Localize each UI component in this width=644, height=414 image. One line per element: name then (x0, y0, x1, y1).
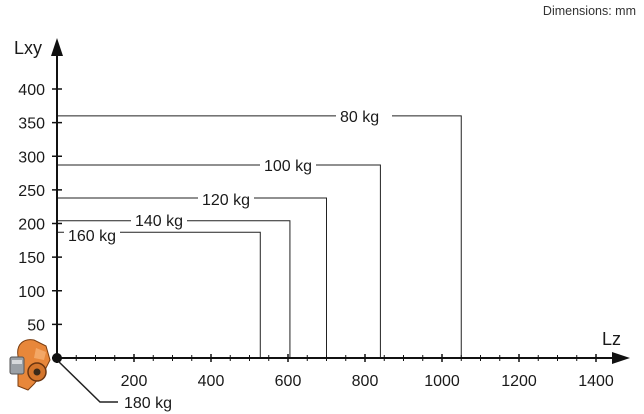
y-tick-label: 250 (18, 183, 45, 200)
x-axis-title: Lz (602, 329, 621, 349)
y-tick-label: 400 (18, 82, 45, 99)
x-tick-label: 1200 (501, 373, 537, 390)
dimensions-note: Dimensions: mm (542, 4, 636, 18)
y-tick-label: 150 (18, 250, 45, 267)
payload-line (57, 231, 261, 358)
payload-label-bg (64, 227, 120, 246)
x-tick-label: 600 (275, 373, 302, 390)
axes: Lz Lxy (14, 38, 630, 364)
payload-line (57, 164, 381, 358)
robot-icon (9, 339, 51, 391)
y-tick-label: 100 (18, 284, 45, 301)
payload-line (57, 197, 327, 358)
payload-label: 120 kg (202, 192, 250, 209)
payload-label: 160 kg (68, 228, 116, 245)
payload-label: 140 kg (135, 213, 183, 230)
y-tick-label: 200 (18, 217, 45, 234)
x-tick-label: 1000 (424, 373, 460, 390)
payload-label: 80 kg (340, 109, 379, 126)
x-tick-label: 400 (198, 373, 225, 390)
payload-callout-line (56, 359, 118, 403)
y-axis-arrow (51, 38, 63, 56)
y-axis-title: Lxy (14, 38, 42, 58)
y-tick-label: 50 (27, 317, 45, 334)
origin-point (52, 353, 62, 363)
y-tick-label: 350 (18, 116, 45, 133)
payload-label-bg (260, 157, 316, 176)
payload-label: 180 kg (124, 395, 172, 412)
payload-label-bg (336, 108, 392, 127)
x-tick-label: 1400 (578, 373, 614, 390)
x-tick-label: 800 (352, 373, 379, 390)
payload-label: 100 kg (264, 158, 312, 175)
x-axis-arrow (612, 352, 630, 364)
payload-label-bg (131, 212, 187, 231)
tick-marks: 200 400 600 800 1000 1200 1400 50 100 150 200 250 30… (18, 82, 614, 390)
y-tick-label: 300 (18, 149, 45, 166)
payload-line (57, 115, 462, 358)
payload-labels: 80 kg 100 kg 120 kg 140 kg 160 kg 180 kg (56, 108, 392, 412)
payload-lines (57, 115, 462, 358)
payload-label-bg (198, 191, 254, 210)
x-tick-label: 200 (121, 373, 148, 390)
